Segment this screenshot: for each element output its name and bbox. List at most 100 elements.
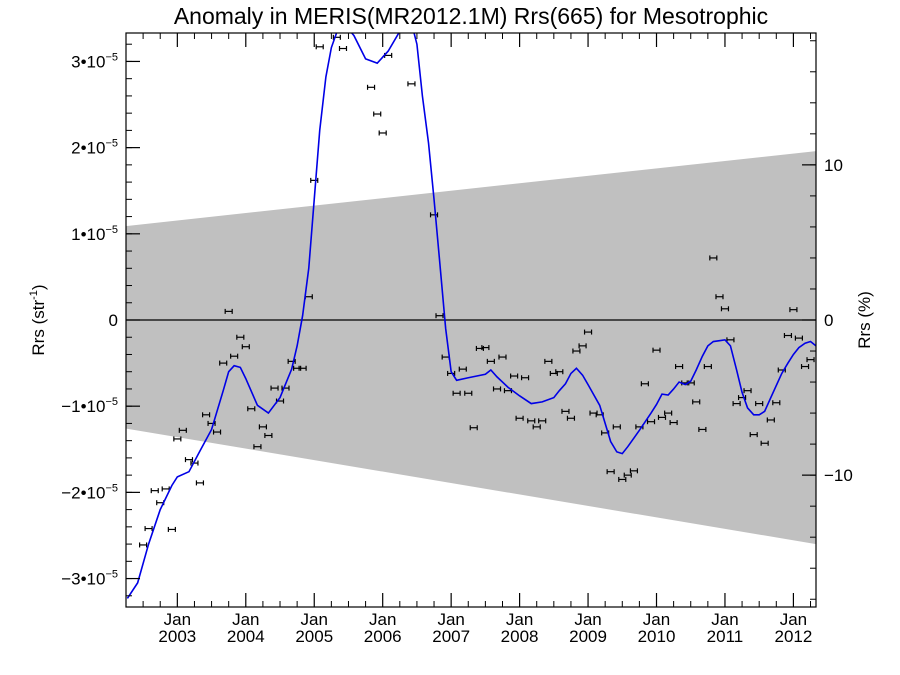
data-point-63 <box>566 415 576 421</box>
data-point-78 <box>652 347 661 353</box>
x-tick-month-2: Jan <box>301 610 328 629</box>
y-tick-label-0: 3•10−5 <box>71 51 118 71</box>
data-point-104 <box>800 364 810 370</box>
data-point-103 <box>794 335 803 341</box>
data-point-38 <box>407 81 416 87</box>
x-tick-year-8: 2011 <box>707 627 744 646</box>
y-tick-label-6: −3•10−5 <box>61 569 118 589</box>
data-point-80 <box>664 410 673 416</box>
y-axis-label-left-text: Rrs (str <box>29 300 48 356</box>
y-tick-label-mantissa: −3•10 <box>61 570 105 589</box>
y-tick-label-mantissa: 3•10 <box>71 52 105 71</box>
data-point-36 <box>378 130 387 136</box>
y-tick-label-exponent: −5 <box>105 569 118 581</box>
data-point-33 <box>338 46 348 52</box>
data-point-58 <box>538 418 547 424</box>
data-point-81 <box>669 420 678 426</box>
y2-tick-label-0: 10 <box>824 156 843 175</box>
x-tick-year-5: 2008 <box>501 627 539 646</box>
data-point-30 <box>310 177 319 183</box>
data-point-44 <box>458 366 467 372</box>
y-tick-label-exponent: −5 <box>105 396 118 408</box>
data-point-40 <box>435 313 444 319</box>
data-point-31 <box>315 44 324 50</box>
data-point-102 <box>789 307 798 313</box>
y-axis-label-left-close: ) <box>29 284 48 290</box>
data-point-43 <box>452 390 461 396</box>
y2-tick-label-2: −10 <box>824 466 853 485</box>
x-tick-year-9: 2012 <box>774 627 812 646</box>
y-tick-label-mantissa: 2•10 <box>71 139 105 158</box>
data-point-20 <box>253 444 262 450</box>
data-point-35 <box>373 111 382 117</box>
x-tick-year-0: 2003 <box>158 627 196 646</box>
data-point-9 <box>190 460 199 466</box>
y-tick-label-exponent: −5 <box>105 482 118 494</box>
x-tick-year-6: 2009 <box>569 627 607 646</box>
data-point-87 <box>703 364 712 370</box>
uncertainty-band <box>126 151 816 545</box>
data-point-89 <box>715 294 724 300</box>
data-point-10 <box>195 480 205 486</box>
data-point-49 <box>486 358 495 364</box>
data-point-59 <box>544 358 553 364</box>
y-tick-label-4: −1•10−5 <box>61 396 118 416</box>
y-tick-label-1: 2•10−5 <box>71 138 118 158</box>
data-point-64 <box>572 348 581 354</box>
y-tick-label-mantissa: −1•10 <box>61 397 105 416</box>
y-tick-label-mantissa: −2•10 <box>61 483 105 502</box>
data-point-76 <box>640 381 649 387</box>
y2-tick-label-1: 0 <box>824 311 833 330</box>
y-axis-label-left: Rrs (str-1) <box>28 284 48 355</box>
data-point-6 <box>173 436 182 442</box>
data-point-28 <box>298 365 307 371</box>
data-point-72 <box>618 476 627 482</box>
data-point-0 <box>139 542 148 548</box>
data-point-50 <box>492 386 502 392</box>
x-tick-month-4: Jan <box>437 610 464 629</box>
data-point-1 <box>144 526 153 532</box>
x-tick-month-1: Jan <box>232 610 259 629</box>
data-point-53 <box>510 373 519 379</box>
data-point-66 <box>583 329 593 335</box>
axes: 3•10−52•10−51•10−50−1•10−5−2•10−5−3•10−5… <box>61 33 853 646</box>
data-point-65 <box>578 343 587 349</box>
y-tick-label-5: −2•10−5 <box>61 482 118 502</box>
data-point-48 <box>481 345 490 351</box>
data-point-51 <box>498 354 507 360</box>
y-tick-label-mantissa: 1•10 <box>71 225 105 244</box>
y-axis-label-right: Rrs (%) <box>855 291 874 349</box>
data-point-4 <box>161 486 170 492</box>
x-tick-month-6: Jan <box>574 610 601 629</box>
x-tick-year-2: 2005 <box>295 627 333 646</box>
data-point-39 <box>429 212 439 218</box>
data-point-79 <box>657 414 667 420</box>
data-point-92 <box>732 401 741 407</box>
data-point-95 <box>749 432 758 438</box>
data-point-11 <box>201 412 211 418</box>
data-point-42 <box>447 370 456 376</box>
data-point-15 <box>224 308 233 314</box>
data-point-73 <box>623 472 632 478</box>
data-point-71 <box>612 424 621 430</box>
data-point-46 <box>469 425 478 431</box>
data-point-16 <box>230 353 239 359</box>
data-point-94 <box>743 388 752 394</box>
data-point-22 <box>264 432 273 438</box>
data-point-54 <box>515 415 524 421</box>
x-tick-month-3: Jan <box>369 610 396 629</box>
data-point-45 <box>464 390 473 396</box>
y-tick-label-3: 0 <box>109 311 118 330</box>
smoothed-series-line <box>126 33 816 599</box>
data-point-101 <box>783 333 793 339</box>
data-point-82 <box>674 364 684 370</box>
data-point-77 <box>646 419 656 425</box>
x-tick-month-0: Jan <box>164 610 191 629</box>
data-point-56 <box>527 418 536 424</box>
x-tick-month-5: Jan <box>506 610 533 629</box>
data-point-17 <box>236 334 245 340</box>
data-point-18 <box>241 344 250 350</box>
data-point-34 <box>366 84 376 90</box>
data-point-99 <box>772 400 781 406</box>
